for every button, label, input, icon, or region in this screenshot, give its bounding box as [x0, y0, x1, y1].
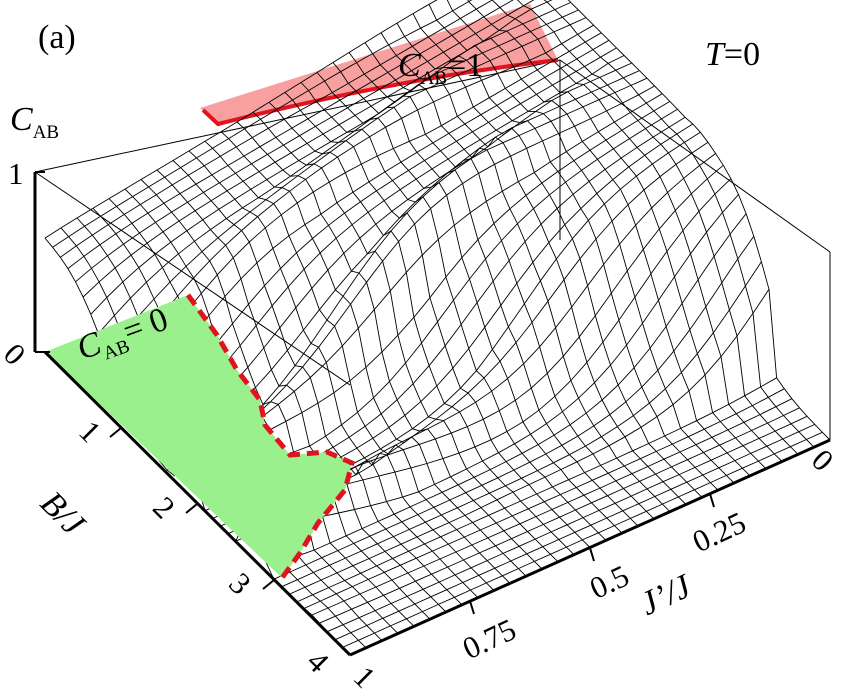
j-axis-line [349, 438, 831, 657]
j-tick-label-05: 0.5 [584, 558, 634, 606]
z-tick-label-0: 0 [0, 336, 33, 372]
j-tick-025 [709, 493, 715, 508]
mesh-line-j [140, 179, 447, 613]
mesh-line-j [252, 111, 559, 563]
j-tick-label-1: 1 [347, 659, 383, 695]
mesh-line-j [204, 140, 511, 584]
mesh-line-j [428, 4, 735, 484]
mesh-line-j [236, 121, 543, 570]
j-axis-title: J’/J [635, 567, 699, 623]
panel-label: (a) [38, 19, 76, 56]
region-cab-1-label: CAB=1 [398, 47, 483, 89]
mesh-line-j [220, 131, 527, 577]
z-tick-label-1: 1 [8, 156, 24, 191]
z-axis-subscript: AB [33, 122, 59, 143]
temperature-value: =0 [724, 36, 760, 73]
j-tick-label-075: 0.75 [457, 611, 521, 666]
mesh-line-j [380, 32, 687, 505]
b-tick-2 [185, 503, 198, 514]
b-tick-label-3: 3 [222, 566, 258, 602]
mesh-line-j [396, 22, 703, 498]
mesh-line-j [543, 0, 815, 448]
mesh-line-j [172, 160, 479, 599]
region-cab-0 [45, 295, 352, 578]
j-tick-05 [589, 547, 595, 562]
region-cab-1-value: =1 [447, 47, 483, 84]
mesh-line-j [284, 92, 591, 548]
region-cab-1-symbol: C [398, 47, 421, 84]
mesh-line-j [268, 101, 575, 556]
b-tick-label-4: 4 [300, 644, 336, 680]
region-cab-0-boundary [185, 293, 355, 580]
mesh-line-j [412, 13, 719, 491]
j-tick-075 [469, 600, 475, 615]
region-cab-1 [200, 4, 558, 124]
mesh-line-j [188, 150, 495, 591]
mesh-line-j [467, 0, 767, 470]
temperature-symbol: T [705, 36, 726, 73]
axes [33, 171, 831, 657]
b-tick-1 [109, 427, 122, 438]
region-cab-1-subscript: AB [421, 68, 447, 89]
z-axis-title: CAB [10, 101, 59, 143]
b-axis-title: B/J [33, 484, 93, 544]
back-right-top-edge [559, 59, 831, 253]
mesh-line-j [300, 82, 607, 541]
mesh-line-j [156, 169, 463, 606]
mesh-line-j [491, 0, 783, 462]
mesh-line-j [567, 0, 831, 441]
mesh-line-j [348, 52, 655, 520]
b-tick-3 [262, 579, 275, 590]
z-axis-symbol: C [10, 101, 33, 138]
b-tick-label-2: 2 [146, 490, 182, 526]
mesh-line-j [332, 62, 639, 527]
j-tick-label-025: 0.25 [687, 505, 751, 560]
back-top-edge [34, 59, 561, 173]
mesh-line-j [316, 72, 623, 534]
mesh-line-j [364, 42, 671, 513]
b-axis-line [43, 350, 352, 657]
mesh-line-j [446, 0, 751, 477]
mesh-line-j [516, 0, 799, 455]
b-tick-label-1: 1 [72, 414, 108, 450]
temperature-label: T=0 [705, 36, 760, 73]
